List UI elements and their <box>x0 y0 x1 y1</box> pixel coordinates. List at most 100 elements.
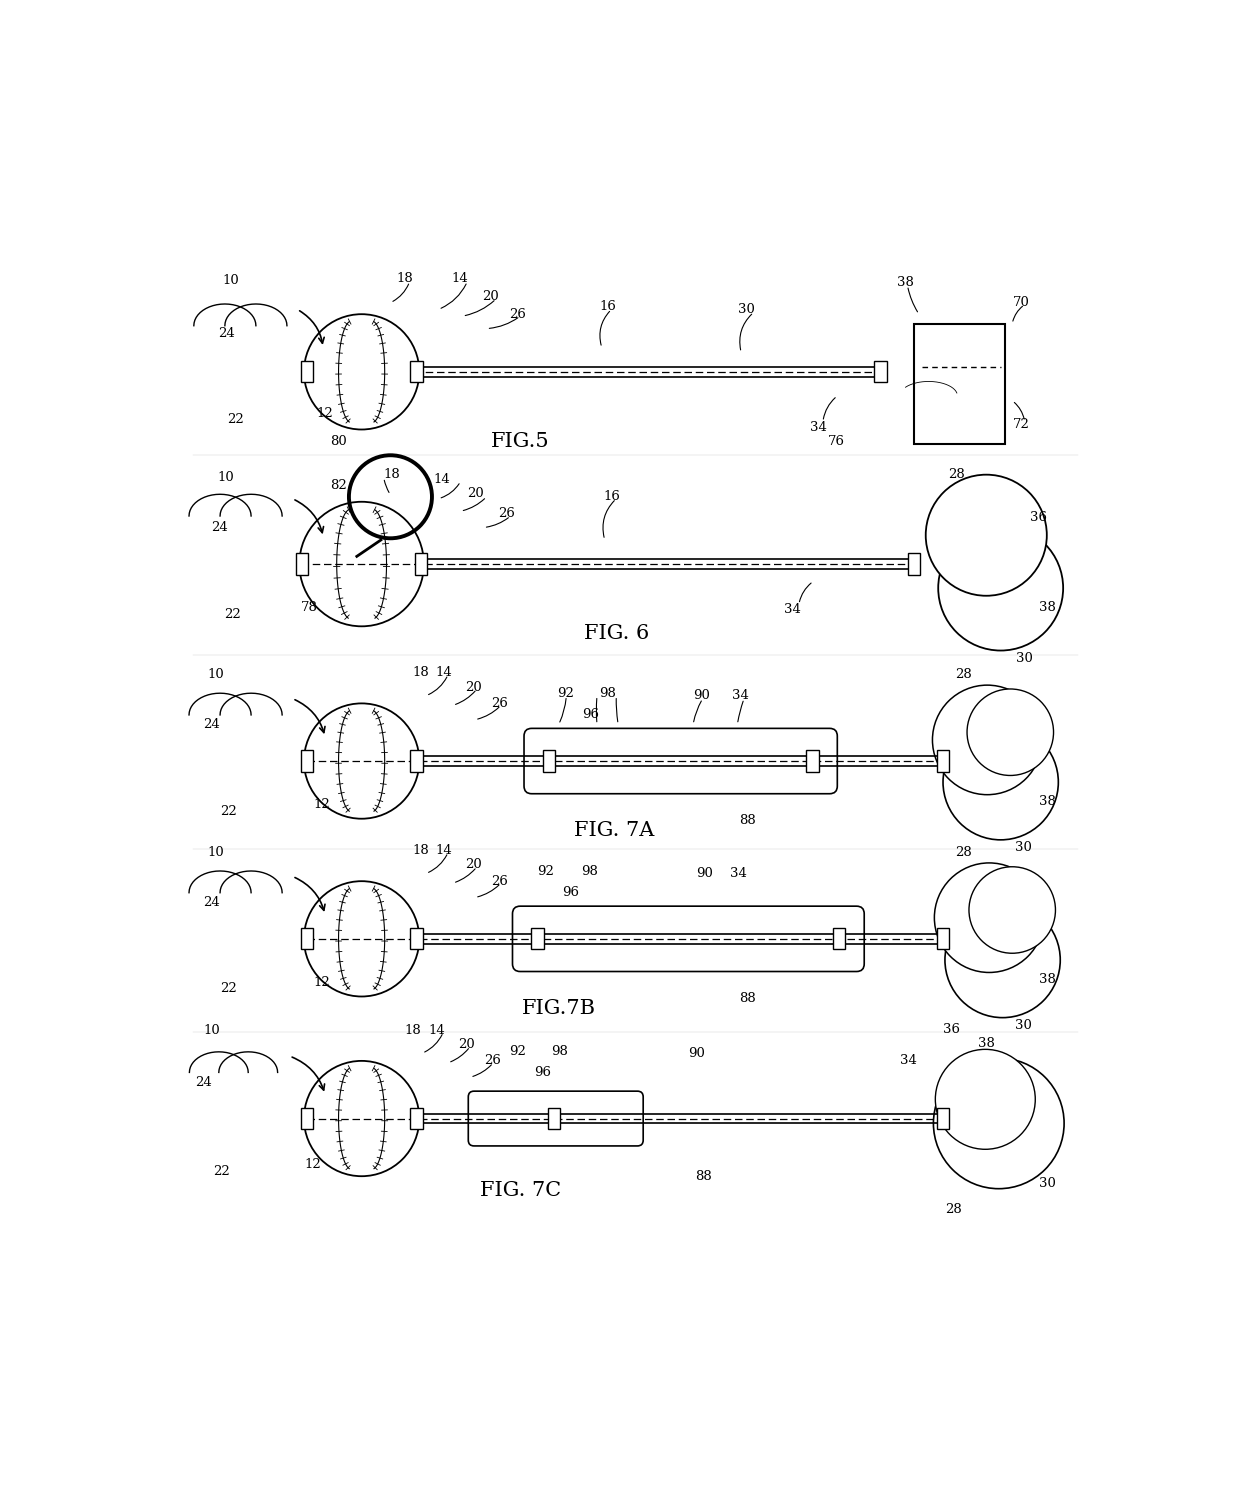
Text: 38: 38 <box>1039 601 1056 613</box>
Text: 34: 34 <box>729 868 746 879</box>
Text: 10: 10 <box>208 845 224 859</box>
Circle shape <box>935 863 1044 973</box>
Text: 20: 20 <box>458 1039 475 1051</box>
Text: 10: 10 <box>222 274 239 287</box>
Bar <box>908 554 920 574</box>
Text: FIG. 6: FIG. 6 <box>584 623 649 643</box>
FancyBboxPatch shape <box>512 906 864 972</box>
Text: 16: 16 <box>599 301 616 312</box>
Bar <box>300 929 312 949</box>
Text: 24: 24 <box>211 521 227 534</box>
Text: 14: 14 <box>434 473 450 487</box>
Text: 28: 28 <box>945 1204 962 1216</box>
Circle shape <box>932 684 1042 795</box>
Text: 70: 70 <box>1013 296 1030 310</box>
Text: FIG.7B: FIG.7B <box>522 998 595 1018</box>
Circle shape <box>935 1049 1035 1149</box>
Text: 10: 10 <box>217 472 234 484</box>
Text: 28: 28 <box>956 668 972 682</box>
Circle shape <box>934 1058 1064 1189</box>
Text: 22: 22 <box>224 609 241 622</box>
Text: 10: 10 <box>208 668 224 682</box>
Text: 22: 22 <box>221 805 237 817</box>
Text: 26: 26 <box>484 1055 501 1067</box>
Text: 96: 96 <box>563 887 579 899</box>
Bar <box>936 929 950 949</box>
Circle shape <box>945 902 1060 1018</box>
Bar <box>543 750 556 772</box>
Text: 30: 30 <box>1016 652 1033 665</box>
FancyBboxPatch shape <box>469 1091 644 1146</box>
Text: 38: 38 <box>1039 973 1056 985</box>
Text: 24: 24 <box>196 1076 212 1089</box>
Text: 30: 30 <box>1039 1177 1056 1190</box>
Text: 36: 36 <box>1029 887 1047 899</box>
Text: 78: 78 <box>301 601 317 613</box>
Text: 34: 34 <box>900 1055 916 1067</box>
Bar <box>300 750 312 772</box>
Text: FIG.5: FIG.5 <box>491 432 549 451</box>
Text: 28: 28 <box>956 845 972 859</box>
Circle shape <box>939 525 1063 650</box>
Circle shape <box>304 1061 419 1176</box>
Circle shape <box>304 314 419 430</box>
Bar <box>874 362 887 382</box>
Text: 90: 90 <box>688 1046 706 1059</box>
Bar <box>410 362 423 382</box>
Text: 12: 12 <box>314 798 330 811</box>
Text: 80: 80 <box>330 434 347 448</box>
Bar <box>806 750 818 772</box>
Text: 10: 10 <box>203 1024 219 1037</box>
Text: 24: 24 <box>203 719 219 731</box>
Bar <box>296 554 309 574</box>
Text: 26: 26 <box>508 308 526 321</box>
Text: 26: 26 <box>491 875 508 888</box>
Bar <box>914 324 1006 443</box>
Bar <box>531 929 543 949</box>
Text: 14: 14 <box>429 1024 445 1037</box>
Text: 26: 26 <box>498 506 515 519</box>
Text: 24: 24 <box>218 327 236 339</box>
Bar <box>410 1109 423 1129</box>
Text: 18: 18 <box>413 844 429 857</box>
Circle shape <box>926 475 1047 595</box>
Text: 22: 22 <box>221 982 237 995</box>
Text: 90: 90 <box>696 868 713 879</box>
Bar <box>936 1109 950 1129</box>
Text: 22: 22 <box>227 414 244 427</box>
Bar <box>833 929 846 949</box>
Text: 34: 34 <box>811 421 827 434</box>
Text: 12: 12 <box>314 976 330 988</box>
Text: 38: 38 <box>977 1037 994 1051</box>
Text: 34: 34 <box>785 603 801 616</box>
Text: 90: 90 <box>693 689 711 702</box>
Text: 26: 26 <box>491 696 508 710</box>
Text: 88: 88 <box>739 814 756 827</box>
Text: 88: 88 <box>696 1170 712 1183</box>
Text: 96: 96 <box>582 708 599 722</box>
Text: 12: 12 <box>316 406 334 420</box>
FancyBboxPatch shape <box>525 728 837 793</box>
Text: FIG. 7A: FIG. 7A <box>574 821 655 839</box>
Bar <box>414 554 428 574</box>
Bar <box>410 750 423 772</box>
Circle shape <box>299 501 424 626</box>
Text: 30: 30 <box>1016 841 1032 854</box>
Circle shape <box>968 866 1055 954</box>
Text: 98: 98 <box>580 865 598 878</box>
Text: 36: 36 <box>1029 512 1047 524</box>
Text: 92: 92 <box>557 687 574 701</box>
Text: 96: 96 <box>533 1065 551 1079</box>
Circle shape <box>304 881 419 997</box>
Text: 20: 20 <box>465 680 482 693</box>
Text: 16: 16 <box>604 490 621 503</box>
Text: 98: 98 <box>599 687 616 701</box>
Text: 36: 36 <box>1029 708 1047 722</box>
Text: 14: 14 <box>435 844 453 857</box>
Text: 82: 82 <box>330 479 347 491</box>
Text: 72: 72 <box>1013 418 1030 432</box>
Bar <box>300 362 312 382</box>
Text: 18: 18 <box>383 469 401 481</box>
Bar <box>936 750 950 772</box>
Text: 28: 28 <box>947 469 965 481</box>
